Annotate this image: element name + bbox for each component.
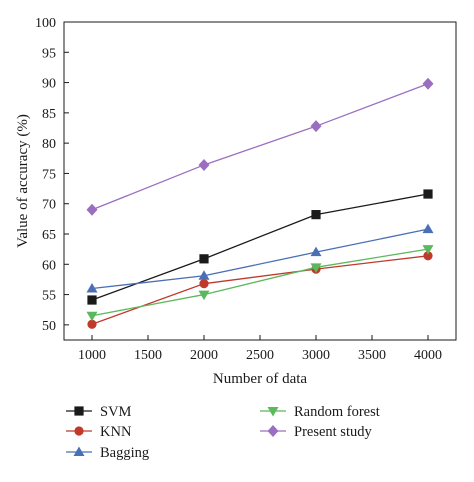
- legend-item-bagging: Bagging: [66, 445, 149, 461]
- y-tick-label: 80: [42, 137, 56, 152]
- plot-frame: [63, 21, 457, 341]
- legend-label-svm: SVM: [100, 404, 132, 420]
- x-tick-label: 1000: [78, 348, 106, 363]
- series-line-knn: [91, 255, 429, 325]
- legend-item-present-study: Present study: [260, 424, 372, 440]
- x-tick-label: 1500: [134, 348, 162, 363]
- legend-marker-svm: [74, 406, 84, 416]
- series-line-svm: [91, 193, 429, 301]
- legend-label-bagging: Bagging: [100, 445, 149, 461]
- legend-marker-knn: [74, 426, 84, 436]
- data-point-present-study: [86, 203, 98, 216]
- data-point-bagging: [86, 283, 98, 293]
- y-tick-label: 100: [35, 16, 56, 31]
- data-point-random-forest: [422, 245, 434, 255]
- x-axis-title: Number of data: [213, 371, 307, 387]
- series-random-forest: [86, 245, 434, 322]
- legend-marker-present-study: [267, 425, 279, 437]
- series-line-bagging: [91, 228, 429, 290]
- y-tick-label: 85: [42, 107, 56, 122]
- x-tick-label: 3000: [302, 348, 330, 363]
- data-point-knn: [87, 319, 97, 329]
- y-tick-label: 90: [42, 77, 56, 92]
- series-svm: [87, 189, 433, 305]
- axes: 1000 1500 2000 2500 3000 3500 4000 50 55 60 65 70 75…: [15, 16, 457, 387]
- y-tick-label: 65: [42, 228, 56, 243]
- data-point-bagging: [310, 246, 322, 257]
- data-point-svm: [199, 254, 209, 264]
- data-point-svm: [87, 295, 97, 305]
- y-tick-label: 60: [42, 258, 56, 273]
- series-bagging: [86, 223, 434, 293]
- legend-item-knn: KNN: [66, 424, 132, 440]
- data-point-random-forest: [86, 311, 98, 322]
- y-tick-label: 50: [42, 319, 56, 334]
- data-point-random-forest: [310, 263, 322, 273]
- data-point-knn: [423, 251, 433, 261]
- series-present-study: [86, 77, 434, 216]
- y-tick-label: 95: [42, 46, 56, 61]
- legend: SVM KNN Bagging Random forest Present study: [66, 404, 380, 461]
- x-tick-label: 4000: [414, 348, 442, 363]
- data-point-random-forest: [198, 290, 210, 301]
- data-point-knn: [199, 279, 209, 289]
- data-point-present-study: [310, 120, 322, 133]
- legend-label-present-study: Present study: [294, 424, 372, 440]
- series-knn: [87, 251, 433, 329]
- legend-marker-random-forest: [267, 407, 279, 417]
- legend-label-random-forest: Random forest: [294, 404, 380, 420]
- series-group: [86, 77, 434, 329]
- data-point-bagging: [422, 223, 434, 234]
- y-axis-title: Value of accuracy (%): [15, 114, 31, 248]
- x-tick-label: 2500: [246, 348, 274, 363]
- data-point-svm: [423, 189, 433, 199]
- legend-item-random-forest: Random forest: [260, 404, 380, 420]
- x-tick-label: 3500: [358, 348, 386, 363]
- x-tick-label: 2000: [190, 348, 218, 363]
- y-tick-label: 70: [42, 198, 56, 213]
- legend-item-svm: SVM: [66, 404, 132, 420]
- data-point-present-study: [198, 158, 210, 171]
- data-point-bagging: [198, 270, 210, 280]
- series-line-present-study: [91, 83, 429, 211]
- y-tick-label: 75: [42, 167, 56, 182]
- y-tick-label: 55: [42, 289, 56, 304]
- data-point-svm: [311, 210, 321, 220]
- legend-marker-bagging: [73, 446, 85, 456]
- data-point-present-study: [422, 77, 434, 90]
- series-line-random-forest: [91, 248, 429, 317]
- legend-label-knn: KNN: [100, 424, 132, 440]
